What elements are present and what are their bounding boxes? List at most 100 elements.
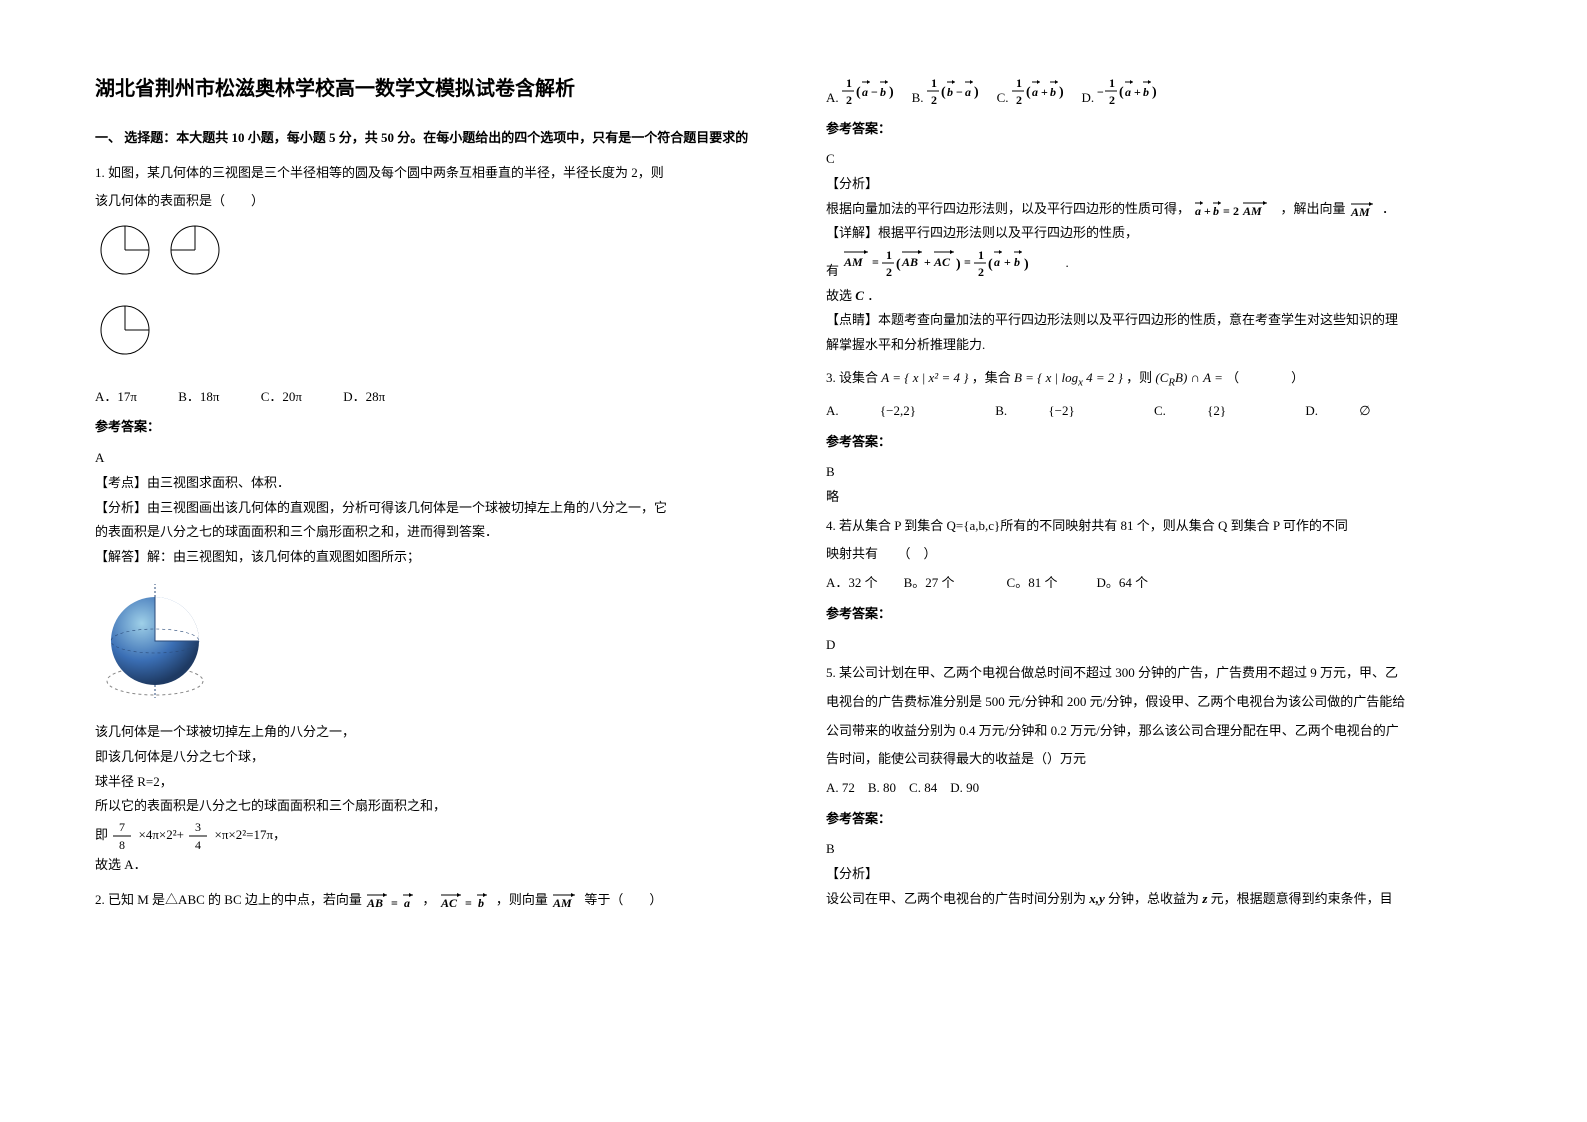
svg-text:b: b — [880, 85, 886, 99]
q2-end: 等于（ ） — [584, 892, 662, 907]
neg-half-a-plus-b-icon: − 1 2 ( a + b ) — [1097, 74, 1167, 108]
q5-fenxi-label: 【分析】 — [826, 862, 1497, 887]
q1-sol-2: 即该几何体是八分之七个球， — [95, 745, 766, 770]
half-a-minus-b-icon: 1 2 ( a − b ) — [842, 74, 902, 108]
q3-cd-l: D. — [1305, 399, 1318, 424]
q1-choice-a: A．17π — [95, 385, 137, 410]
q3-lue: 略 — [826, 485, 1497, 510]
q2-you-period: . — [1066, 255, 1069, 270]
svg-text:=: = — [391, 896, 398, 910]
q1-ans: A — [95, 446, 766, 471]
svg-text:3: 3 — [195, 820, 201, 834]
q1-sol-4: 所以它的表面积是八分之七的球面面积和三个扇形面积之和， — [95, 794, 766, 819]
svg-text:): ) — [1152, 85, 1157, 100]
q2-dianji-1: 【点睛】本题考查向量加法的平行四边形法则以及平行四边形的性质，意在考查学生对这些… — [826, 308, 1497, 333]
svg-text:8: 8 — [119, 838, 125, 852]
svg-text:=: = — [465, 896, 472, 910]
q2-guxuan: 故选 C ． — [826, 284, 1497, 309]
svg-text:b: b — [1213, 204, 1219, 218]
svg-text:a: a — [994, 255, 1000, 269]
q4-ans-label: 参考答案： — [826, 602, 1497, 627]
q2-gx-c: C — [855, 288, 864, 303]
svg-text:b: b — [947, 85, 953, 99]
q1-fenxi-2: 的表面积是八分之七的球面面积和三个扇形面积之和，进而得到答案． — [95, 520, 766, 545]
half-a-plus-b-icon: 1 2 ( a + b ) — [1012, 74, 1072, 108]
svg-text:(: ( — [896, 257, 901, 272]
svg-text:4: 4 — [195, 838, 201, 852]
q5-l2: 电视台的广告费标准分别是 500 元/分钟和 200 元/分钟，假设甲、乙两个电… — [826, 690, 1497, 715]
q2-fenxi-label: 【分析】 — [826, 172, 1497, 197]
q2-you-line: 有 AM = 1 2 ( AB + AC ) = 1 2 ( — [826, 246, 1497, 284]
vector-am2-icon: AM — [1349, 200, 1379, 220]
svg-text:b: b — [1143, 85, 1149, 99]
q1-kaodian: 【考点】由三视图求面积、体积． — [95, 471, 766, 496]
q2-ans-label: 参考答案： — [826, 117, 1497, 142]
svg-text:1: 1 — [1109, 76, 1115, 90]
q1-line2: 该几何体的表面积是（ ） — [95, 189, 766, 214]
q4-line2: 映射共有 （ ） — [826, 542, 1497, 567]
right-column: A. 1 2 ( a − b ) B. 1 2 ( b — [826, 70, 1497, 1102]
q4-line1: 4. 若从集合 P 到集合 Q={a,b,c}所有的不同映射共有 81 个，则从… — [826, 514, 1497, 539]
q2-ans: C — [826, 147, 1497, 172]
svg-text:AM: AM — [1242, 204, 1262, 218]
svg-text:(: ( — [1026, 85, 1031, 100]
q5-choices: A. 72 B. 80 C. 84 D. 90 — [826, 776, 1497, 801]
q5-fx-mid: 分钟，总收益为 — [1108, 891, 1199, 906]
svg-text:1: 1 — [886, 248, 892, 262]
q5-ans: B — [826, 837, 1497, 862]
svg-text:+: + — [1134, 85, 1141, 99]
svg-text:2: 2 — [978, 265, 984, 279]
svg-text:1: 1 — [846, 76, 852, 90]
q1-sol5-mid2: ×π×2²=17π， — [214, 827, 286, 842]
svg-text:a: a — [1032, 85, 1038, 99]
q3-mid1: ，集合 — [972, 370, 1011, 385]
q2-fx-end: ． — [1382, 201, 1395, 216]
svg-text:): ) — [974, 85, 979, 100]
svg-text:AM: AM — [552, 896, 572, 910]
svg-text:(: ( — [988, 257, 993, 272]
q2-text: 2. 已知 M 是△ABC 的 BC 边上的中点，若向量 — [95, 892, 362, 907]
svg-text:): ) — [1059, 85, 1064, 100]
svg-text:AM: AM — [1350, 205, 1370, 219]
q3-line: 3. 设集合 A = { x | x² = 4 } ，集合 B = { x | … — [826, 366, 1497, 393]
q5-l3: 公司带来的收益分别为 0.4 万元/分钟和 0.2 万元/分钟，那么该公司合理分… — [826, 719, 1497, 744]
q3-set-b: B = { x | logx 4 = 2 } — [1014, 370, 1123, 385]
svg-text:=: = — [964, 255, 971, 269]
svg-text:a: a — [1125, 85, 1131, 99]
svg-text:+: + — [1004, 255, 1011, 269]
q5-ans-label: 参考答案： — [826, 807, 1497, 832]
q2-dianji-2: 解掌握水平和分析推理能力. — [826, 333, 1497, 358]
q2-fenxi-line: 根据向量加法的平行四边形法则，以及平行四边形的性质可得， a + b = 2 A… — [826, 197, 1497, 222]
svg-text:1: 1 — [978, 248, 984, 262]
q3-cb-l: B. — [995, 399, 1007, 424]
svg-text:a: a — [404, 896, 410, 910]
q3-cc-v: {2} — [1207, 399, 1226, 424]
q2-choice-c-label: C. — [997, 90, 1009, 105]
svg-text:a: a — [862, 85, 868, 99]
svg-text:AB: AB — [366, 896, 383, 910]
q2-gx-end: ． — [867, 288, 880, 303]
q3-ca-l: A. — [826, 399, 839, 424]
svg-text:a: a — [1195, 204, 1201, 218]
q2-choice-a-label: A. — [826, 90, 839, 105]
doc-title: 湖北省荆州市松滋奥林学校高一数学文模拟试卷含解析 — [95, 70, 766, 108]
q3-cb-v: {−2} — [1048, 399, 1074, 424]
q1-sol-3: 球半径 R=2， — [95, 770, 766, 795]
q2-choices: A. 1 2 ( a − b ) B. 1 2 ( b — [826, 74, 1497, 111]
q5-fx-tail: 元，根据题意得到约束条件，目 — [1211, 891, 1393, 906]
svg-text:+: + — [1204, 204, 1211, 218]
q5-fenxi-line: 设公司在甲、乙两个电视台的广告时间分别为 x,y 分钟，总收益为 z 元，根据题… — [826, 887, 1497, 912]
q3-cd-v: ∅ — [1359, 399, 1370, 424]
svg-text:AB: AB — [901, 255, 918, 269]
svg-text:1: 1 — [1016, 76, 1022, 90]
svg-text:+: + — [924, 255, 931, 269]
svg-text:AC: AC — [933, 255, 951, 269]
svg-text:+: + — [1041, 85, 1048, 99]
q3-cc-l: C. — [1154, 399, 1166, 424]
q1-sol-5: 即 7 8 ×4π×2²+ 3 4 ×π×2²=17π， — [95, 819, 766, 853]
section-1-head: 一、 选择题：本大题共 10 小题，每小题 5 分，共 50 分。在每小题给出的… — [95, 126, 766, 151]
svg-text:−: − — [871, 85, 878, 99]
half-b-minus-a-icon: 1 2 ( b − a ) — [927, 74, 987, 108]
q2-fx-text: 根据向量加法的平行四边形法则，以及平行四边形的性质可得， — [826, 201, 1190, 216]
q4-choices: A．32 个 B。27 个 C。81 个 D。64 个 — [826, 571, 1497, 596]
